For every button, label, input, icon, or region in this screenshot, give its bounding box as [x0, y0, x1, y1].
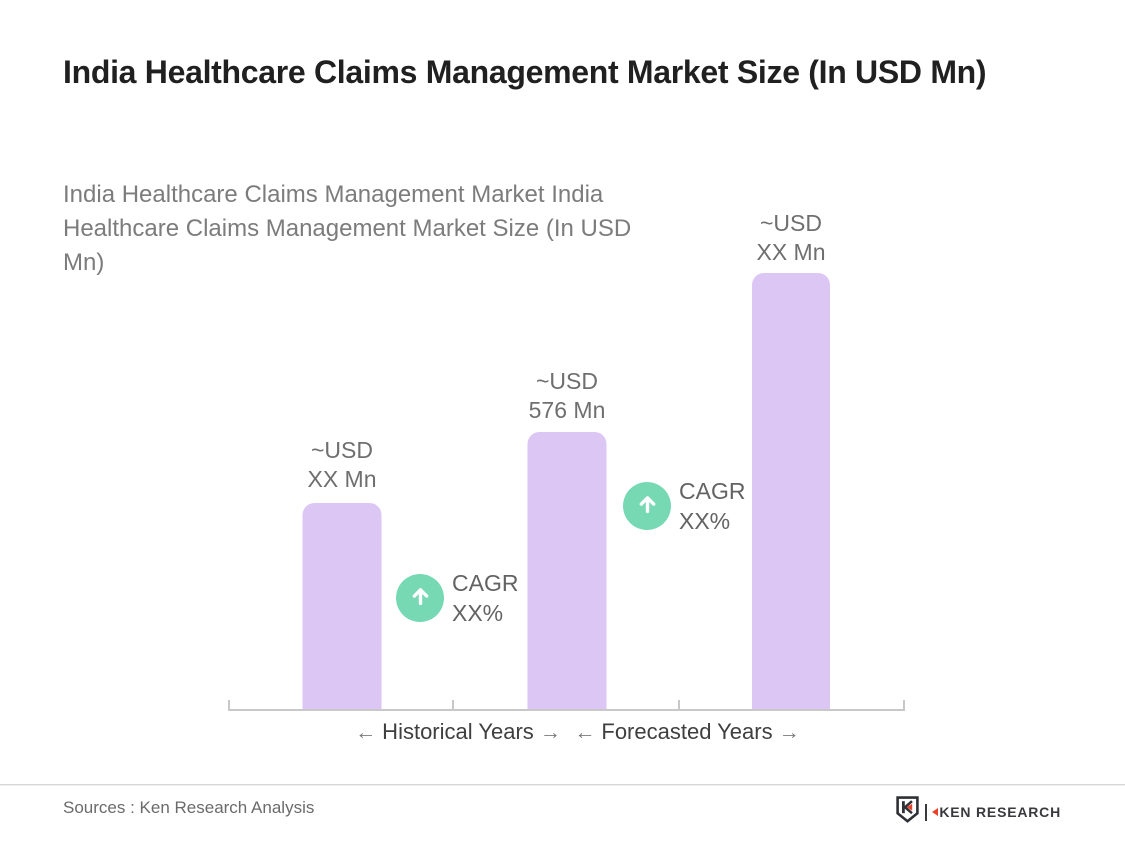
- bar-current: [527, 432, 607, 710]
- axis-group-forecasted-years: ← Forecasted Years →: [568, 719, 805, 745]
- cagr-label-2: CAGR XX%: [679, 476, 745, 536]
- x-axis-line: [228, 700, 905, 711]
- logo-wordmark: KEN RESEARCH: [932, 804, 1061, 820]
- left-arrow-icon: ←: [355, 721, 377, 744]
- bar-value-label-2-line-2: 576 Mn: [528, 397, 606, 423]
- ken-research-logo: KEN RESEARCH: [896, 796, 1061, 828]
- cagr-label-1-line-2: XX%: [452, 600, 504, 626]
- cagr-label-2-line-1: CAGR: [679, 478, 746, 504]
- bar-value-label-3-line-2: XX Mn: [756, 239, 826, 265]
- axis-tick: [228, 700, 230, 711]
- bar-value-label-2: ~USD 576 Mn: [529, 367, 606, 425]
- axis-tick: [678, 700, 680, 711]
- right-arrow-icon: →: [539, 721, 561, 744]
- sources-note: Sources : Ken Research Analysis: [63, 798, 315, 817]
- cagr-badge-1: [396, 574, 444, 622]
- bar-value-label-2-line-1: ~USD: [536, 368, 598, 394]
- bar-value-label-1-line-1: ~USD: [311, 437, 373, 463]
- footer-divider: [0, 784, 1125, 786]
- bar-value-label-3-line-1: ~USD: [760, 210, 822, 236]
- cagr-label-2-line-2: XX%: [679, 508, 731, 534]
- chart-subtitle-line-2: India Healthcare Claims Management Marke…: [63, 181, 632, 276]
- logo-wordmark-text: KEN RESEARCH: [939, 804, 1061, 820]
- chart-subtitle: India Healthcare Claims Management Marke…: [63, 178, 675, 280]
- page-title: India Healthcare Claims Management Marke…: [63, 54, 987, 90]
- bar-historical: [302, 503, 382, 710]
- cagr-label-1-line-1: CAGR: [452, 570, 519, 596]
- axis-tick: [452, 700, 454, 711]
- bar-forecast: [752, 273, 830, 710]
- up-arrow-icon: [407, 582, 434, 614]
- logo-separator: [925, 803, 928, 821]
- axis-group-historical-label: Historical Years: [382, 719, 534, 744]
- ken-research-shield-icon: [896, 796, 920, 828]
- left-arrow-icon: ←: [574, 721, 596, 744]
- cagr-label-1: CAGR XX%: [452, 568, 518, 628]
- bar-value-label-1: ~USD XX Mn: [307, 436, 376, 494]
- logo-red-wedge-icon: [932, 808, 939, 816]
- up-arrow-icon: [634, 490, 661, 522]
- right-arrow-icon: →: [778, 721, 800, 744]
- axis-tick: [903, 700, 905, 711]
- bar-value-label-1-line-2: XX Mn: [307, 466, 377, 492]
- cagr-badge-2: [623, 482, 671, 530]
- chart-subtitle-line-1: India Healthcare Claims Management Marke…: [63, 181, 545, 208]
- axis-group-forecasted-label: Forecasted Years: [601, 719, 773, 744]
- axis-group-historical-years: ← Historical Years →: [349, 719, 567, 745]
- bar-value-label-3: ~USD XX Mn: [756, 209, 825, 267]
